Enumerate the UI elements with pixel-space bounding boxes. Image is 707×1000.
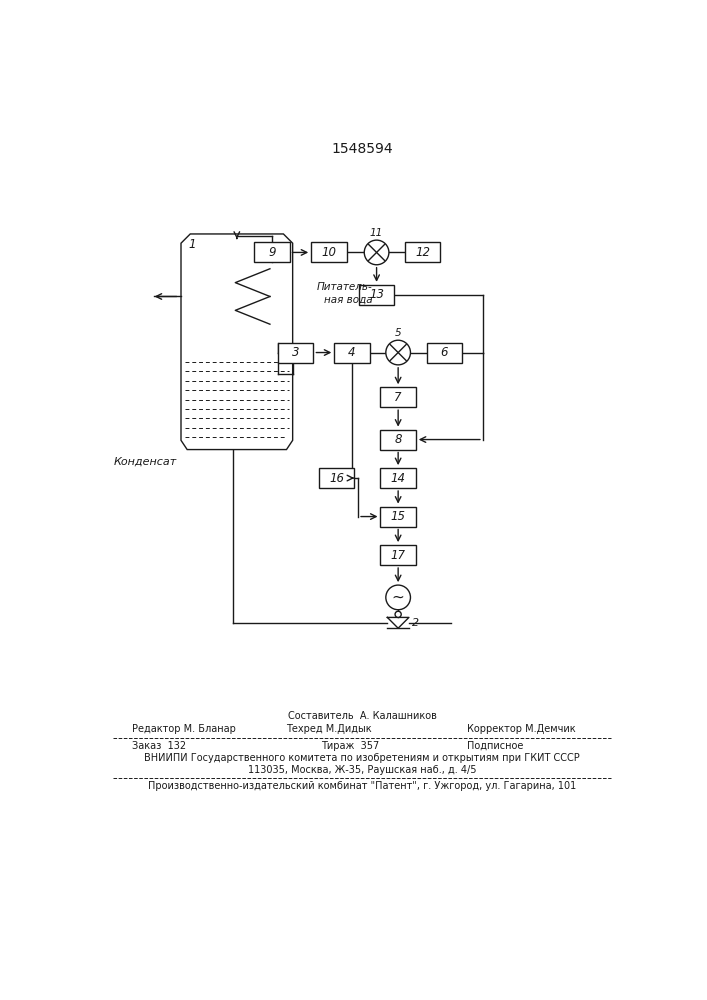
Text: Подписное: Подписное [467,741,524,751]
Text: 113035, Москва, Ж-35, Раушская наб., д. 4/5: 113035, Москва, Ж-35, Раушская наб., д. … [247,765,477,775]
Text: 10: 10 [322,246,337,259]
Circle shape [386,585,411,610]
Text: 7: 7 [395,391,402,404]
Text: Тираж  357: Тираж 357 [321,741,380,751]
Text: ВНИИПИ Государственного комитета по изобретениям и открытиям при ГКИТ СССР: ВНИИПИ Государственного комитета по изоб… [144,753,580,763]
Text: 2: 2 [412,618,419,628]
Text: 1: 1 [188,238,196,251]
Text: Корректор М.Демчик: Корректор М.Демчик [467,724,576,734]
Text: 8: 8 [395,433,402,446]
Text: 17: 17 [391,549,406,562]
Text: 9: 9 [268,246,276,259]
Text: 16: 16 [329,472,344,485]
Text: 11: 11 [370,228,383,238]
Bar [380,507,416,527]
Text: 3: 3 [292,346,300,359]
Circle shape [386,340,411,365]
Text: Конденсат: Конденсат [114,457,177,467]
Bar [380,430,416,450]
Text: Заказ  132: Заказ 132 [132,741,187,751]
Polygon shape [181,234,293,450]
Circle shape [364,240,389,265]
Bar [380,387,416,407]
Text: 12: 12 [415,246,431,259]
Bar [380,468,416,488]
Bar [278,343,313,363]
Text: Техред М.Дидык: Техред М.Дидык [286,724,372,734]
Bar [380,545,416,565]
Text: 6: 6 [440,346,448,359]
Bar [359,285,395,305]
Bar [405,242,440,262]
Text: Производственно-издательский комбинат "Патент", г. Ужгород, ул. Гагарина, 101: Производственно-издательский комбинат "П… [148,781,576,791]
Bar [254,242,290,262]
Circle shape [395,611,402,617]
Bar [319,468,354,488]
Bar [311,242,346,262]
Bar [426,343,462,363]
Text: 5: 5 [395,328,402,338]
Bar [334,343,370,363]
Text: Редактор М. Бланар: Редактор М. Бланар [132,724,236,734]
Text: 1548594: 1548594 [331,142,393,156]
Text: Питатель-
ная вода: Питатель- ная вода [317,282,373,304]
Text: 4: 4 [348,346,356,359]
Text: ~: ~ [392,590,404,605]
Text: 15: 15 [391,510,406,523]
Text: 13: 13 [369,288,384,301]
Text: 14: 14 [391,472,406,485]
Text: Составитель  А. Калашников: Составитель А. Калашников [288,711,436,721]
